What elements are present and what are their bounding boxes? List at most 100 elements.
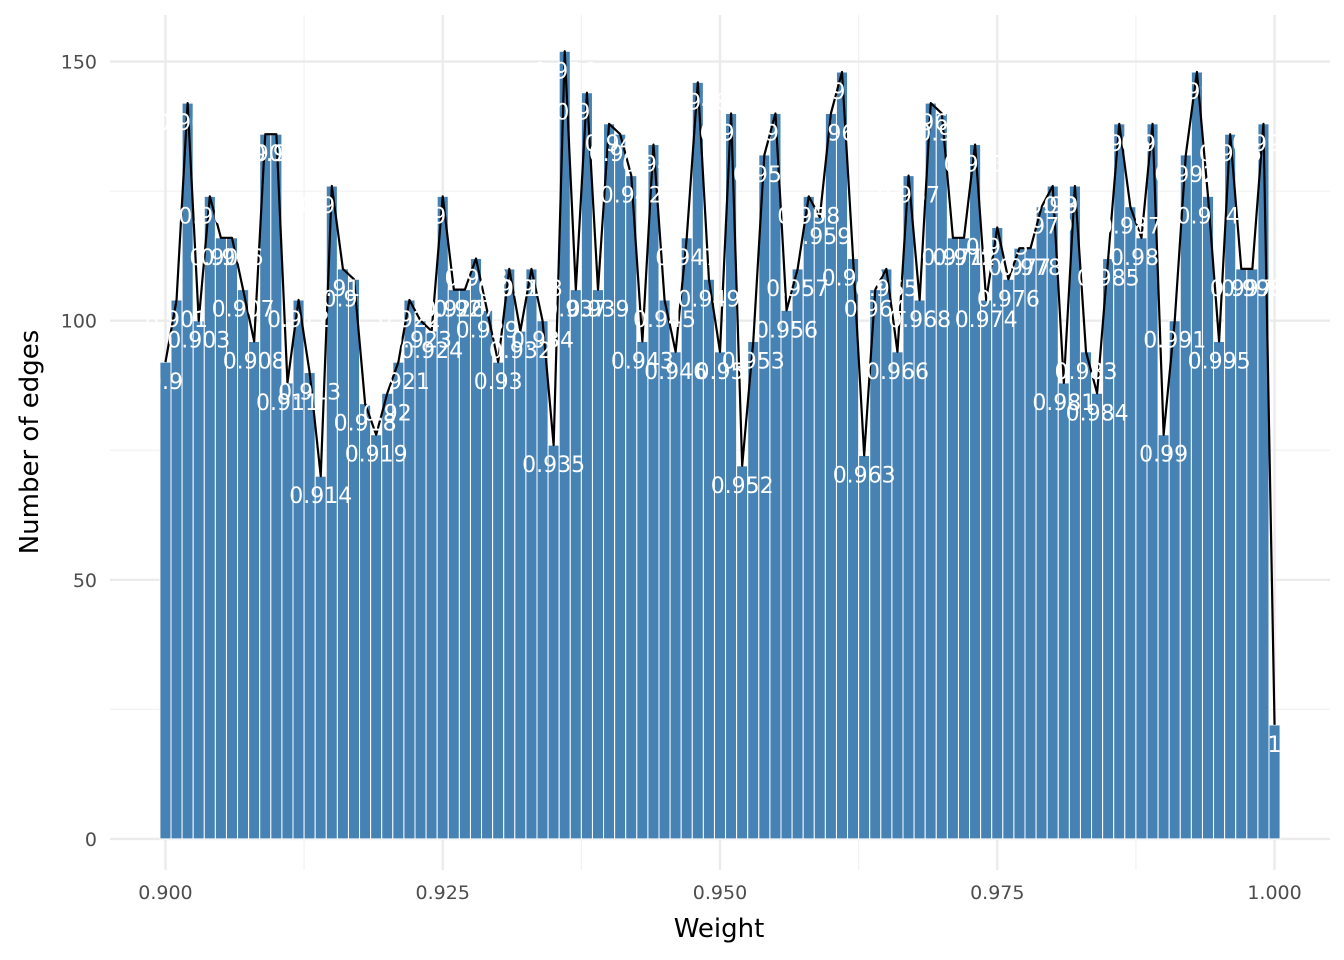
x-axis-title: Weight xyxy=(674,914,765,944)
bar-label: 0.964 xyxy=(844,298,907,323)
bar-value-labels: 0.90.9010.9020.9030.9040.9050.9060.9070.… xyxy=(145,59,1295,758)
histogram-bar xyxy=(248,340,261,840)
histogram-bar xyxy=(813,216,826,840)
y-axis-title: Number of edges xyxy=(15,330,45,555)
bar-label: 0.995 xyxy=(1188,349,1251,374)
histogram-bar xyxy=(370,434,383,840)
histogram-bar xyxy=(303,372,316,840)
bar-label: 0.929 xyxy=(456,318,519,343)
y-axis-tick-labels: 0 50 100 150 xyxy=(61,52,97,851)
bar-label: 0.949 xyxy=(677,287,740,312)
bar-label: 0.979 xyxy=(1010,215,1073,240)
bar-label: 0.951 xyxy=(700,121,763,146)
histogram-bars xyxy=(159,50,1281,840)
bar-label: 0.939 xyxy=(567,298,630,323)
x-tick-label: 0.900 xyxy=(138,882,192,904)
bar-label: 0.933 xyxy=(500,277,563,302)
bar-label: 0.906 xyxy=(201,246,264,271)
bar-label: 0.913 xyxy=(278,381,341,406)
y-tick-label: 50 xyxy=(73,570,97,592)
histogram-bar xyxy=(713,351,727,840)
bar-label: 0.908 xyxy=(223,349,286,374)
frequency-polygon xyxy=(164,50,1276,725)
bar-label: 0.99 xyxy=(1139,443,1188,468)
bar-label: 0.96 xyxy=(806,121,855,146)
histogram-bar xyxy=(891,351,904,840)
bar-label: 0.909 xyxy=(234,142,297,167)
histogram-bar xyxy=(359,403,372,840)
bar-label: 0.937 xyxy=(544,298,607,323)
bar-label: 0.955 xyxy=(744,121,807,146)
histogram-bar xyxy=(603,123,616,840)
bar-label: 0.924 xyxy=(400,339,463,364)
bar-label: 0.9 xyxy=(148,370,183,395)
histogram-bar xyxy=(259,133,272,840)
bar-label: 0.978 xyxy=(999,256,1062,281)
bar-label: 0.975 xyxy=(966,235,1029,260)
bar-label: 0.941 xyxy=(589,142,652,167)
histogram-bar xyxy=(858,454,871,840)
bar-label: 0.945 xyxy=(633,308,696,333)
bar-label: 0.974 xyxy=(955,308,1018,333)
bar-label: 0.991 xyxy=(1143,329,1206,354)
histogram-bar xyxy=(636,340,649,840)
histogram-bar xyxy=(492,361,505,840)
bar-label: 0.95 xyxy=(696,360,745,385)
bar-label: 0.919 xyxy=(345,443,408,468)
bar-label: 0.959 xyxy=(788,225,851,250)
bar-label: 0.97 xyxy=(917,121,966,146)
histogram-bar xyxy=(436,195,449,840)
histogram-bar xyxy=(980,299,993,840)
x-tick-label: 0.975 xyxy=(970,882,1024,904)
bar-label: 0.907 xyxy=(212,298,275,323)
histogram-bar xyxy=(547,444,560,840)
bar-label: 0.902 xyxy=(156,111,219,136)
bar-label: 0.927 xyxy=(433,298,496,323)
histogram-bar xyxy=(347,278,361,840)
histogram-bar xyxy=(691,81,704,840)
bar-label: 0.981 xyxy=(1032,391,1095,416)
bar-label: 0.987 xyxy=(1099,215,1162,240)
histogram-bar xyxy=(614,133,627,840)
bar-label: 0.911 xyxy=(256,391,319,416)
histogram-bar xyxy=(1224,133,1237,840)
histogram-bar xyxy=(203,195,216,840)
bar-label: 0.962 xyxy=(822,267,885,292)
histogram-bar xyxy=(1213,340,1226,840)
histogram-bar xyxy=(569,289,582,840)
histogram-bar xyxy=(924,102,937,840)
bar-label: 0.967 xyxy=(877,184,940,209)
bar-label: 0.976 xyxy=(977,287,1040,312)
histogram-bar xyxy=(1102,258,1115,840)
bar-label: 0.983 xyxy=(1055,360,1118,385)
bar-label: 0.984 xyxy=(1066,401,1129,426)
histogram-bar xyxy=(425,330,438,840)
histogram-bar xyxy=(625,175,638,840)
bar-label: 0.915 xyxy=(300,194,363,219)
bar-label: 0.985 xyxy=(1077,267,1140,292)
histogram-bar xyxy=(780,309,793,840)
bar-label: 0.922 xyxy=(378,308,441,333)
histogram-bar xyxy=(1057,382,1070,840)
bar-label: 0.986 xyxy=(1088,132,1151,157)
bar-label: 0.997 xyxy=(1210,277,1273,302)
bar-label: 1 xyxy=(1268,733,1282,758)
bar-label: 0.961 xyxy=(811,80,874,105)
histogram-bar xyxy=(1013,247,1026,840)
bar-label: 0.989 xyxy=(1121,132,1184,157)
bar-label: 0.914 xyxy=(289,484,352,509)
histogram-bar xyxy=(736,465,749,840)
bar-label: 0.948 xyxy=(666,90,729,115)
bar-label: 0.936 xyxy=(533,59,596,84)
bar-label: 0.931 xyxy=(478,277,541,302)
bar-label: 0.935 xyxy=(522,453,585,478)
bar-label: 0.993 xyxy=(1165,80,1228,105)
histogram-bar xyxy=(791,268,804,840)
histogram-bar xyxy=(1124,206,1137,840)
bar-label: 0.98 xyxy=(1028,194,1077,219)
histogram-bar xyxy=(336,268,349,840)
bar-label: 0.901 xyxy=(145,308,208,333)
frequency-line xyxy=(164,50,1276,725)
histogram-bar xyxy=(469,258,483,840)
